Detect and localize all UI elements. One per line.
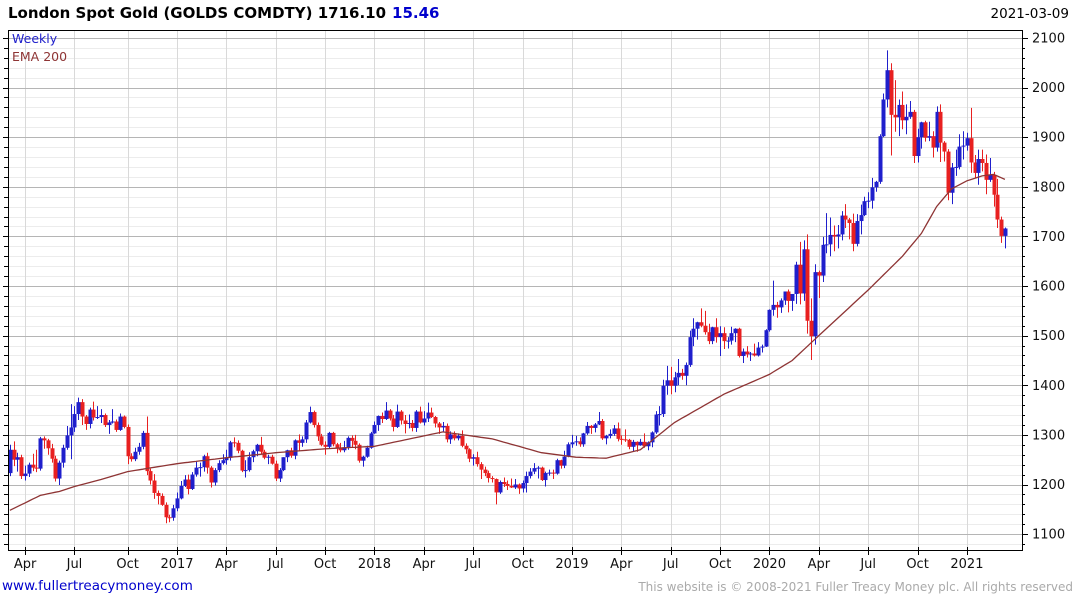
- svg-text:2019: 2019: [555, 557, 588, 572]
- svg-text:1800: 1800: [1032, 180, 1065, 195]
- svg-text:2021: 2021: [950, 557, 983, 572]
- svg-text:Apr: Apr: [808, 557, 831, 572]
- svg-text:Jul: Jul: [66, 557, 83, 572]
- svg-text:2000: 2000: [1032, 81, 1065, 96]
- copyright-text: This website is © 2008-2021 Fuller Treac…: [638, 580, 1073, 594]
- svg-text:Jul: Jul: [859, 557, 876, 572]
- chart-date: 2021-03-09: [990, 6, 1069, 22]
- plot-border: [8, 30, 1023, 551]
- x-axis-labels: Apr Jul Oct 2017 Apr Jul Oct 2018 Apr Jul Oct 2019 A…: [14, 557, 984, 572]
- svg-text:Oct: Oct: [116, 557, 138, 572]
- svg-text:Apr: Apr: [610, 557, 633, 572]
- svg-text:1400: 1400: [1032, 379, 1065, 394]
- svg-text:1300: 1300: [1032, 428, 1065, 443]
- svg-text:1700: 1700: [1032, 230, 1065, 245]
- svg-text:Apr: Apr: [215, 557, 238, 572]
- svg-text:2020: 2020: [753, 557, 786, 572]
- svg-text:Oct: Oct: [314, 557, 336, 572]
- svg-text:Jul: Jul: [267, 557, 284, 572]
- price-change-value: 15.46: [392, 4, 440, 22]
- svg-text:Jul: Jul: [662, 557, 679, 572]
- svg-text:1200: 1200: [1032, 478, 1065, 493]
- svg-text:Oct: Oct: [906, 557, 928, 572]
- svg-text:2100: 2100: [1032, 31, 1065, 46]
- site-link[interactable]: www.fullertreacymoney.com: [2, 578, 193, 594]
- chart-title-row: London Spot Gold (GOLDS COMDTY) 1716.10 1…: [8, 4, 439, 22]
- svg-text:2017: 2017: [160, 557, 193, 572]
- svg-text:1500: 1500: [1032, 329, 1065, 344]
- ema-line: [9, 173, 1006, 511]
- vertical-gridlines: [25, 30, 968, 550]
- svg-text:Apr: Apr: [14, 557, 37, 572]
- major-gridlines: [8, 38, 1022, 535]
- y-axis-labels: 2100 2000 1900 1800 1700 1600 1500 1400 1300 1200…: [1032, 31, 1065, 542]
- svg-text:Oct: Oct: [709, 557, 731, 572]
- svg-text:Oct: Oct: [511, 557, 533, 572]
- minor-gridlines: [8, 48, 1022, 545]
- svg-text:1900: 1900: [1032, 131, 1065, 146]
- svg-text:Apr: Apr: [413, 557, 436, 572]
- svg-text:1600: 1600: [1032, 280, 1065, 295]
- legend-timeframe-label: Weekly: [12, 31, 58, 46]
- svg-text:1100: 1100: [1032, 528, 1065, 543]
- svg-text:Jul: Jul: [464, 557, 481, 572]
- svg-text:2018: 2018: [358, 557, 391, 572]
- candlestick-series: [8, 50, 1008, 524]
- chart-title: London Spot Gold (GOLDS COMDTY) 1716.10: [8, 4, 387, 22]
- legend-ema-label: EMA 200: [12, 49, 68, 64]
